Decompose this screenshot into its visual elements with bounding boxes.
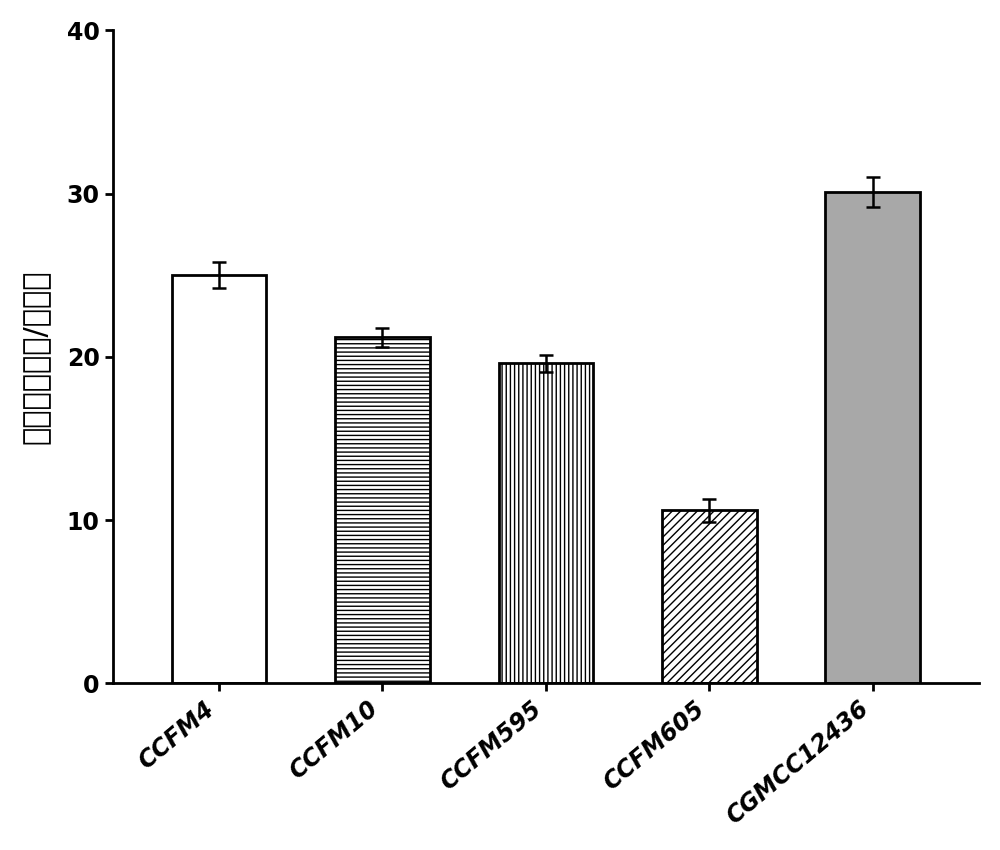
Bar	[172, 275, 266, 683]
Y-axis label: 粘附菌数（个/细胞）: 粘附菌数（个/细胞）	[21, 269, 50, 445]
Bar	[662, 510, 757, 683]
Bar	[825, 192, 920, 683]
Bar	[335, 337, 430, 683]
Bar	[499, 364, 593, 683]
